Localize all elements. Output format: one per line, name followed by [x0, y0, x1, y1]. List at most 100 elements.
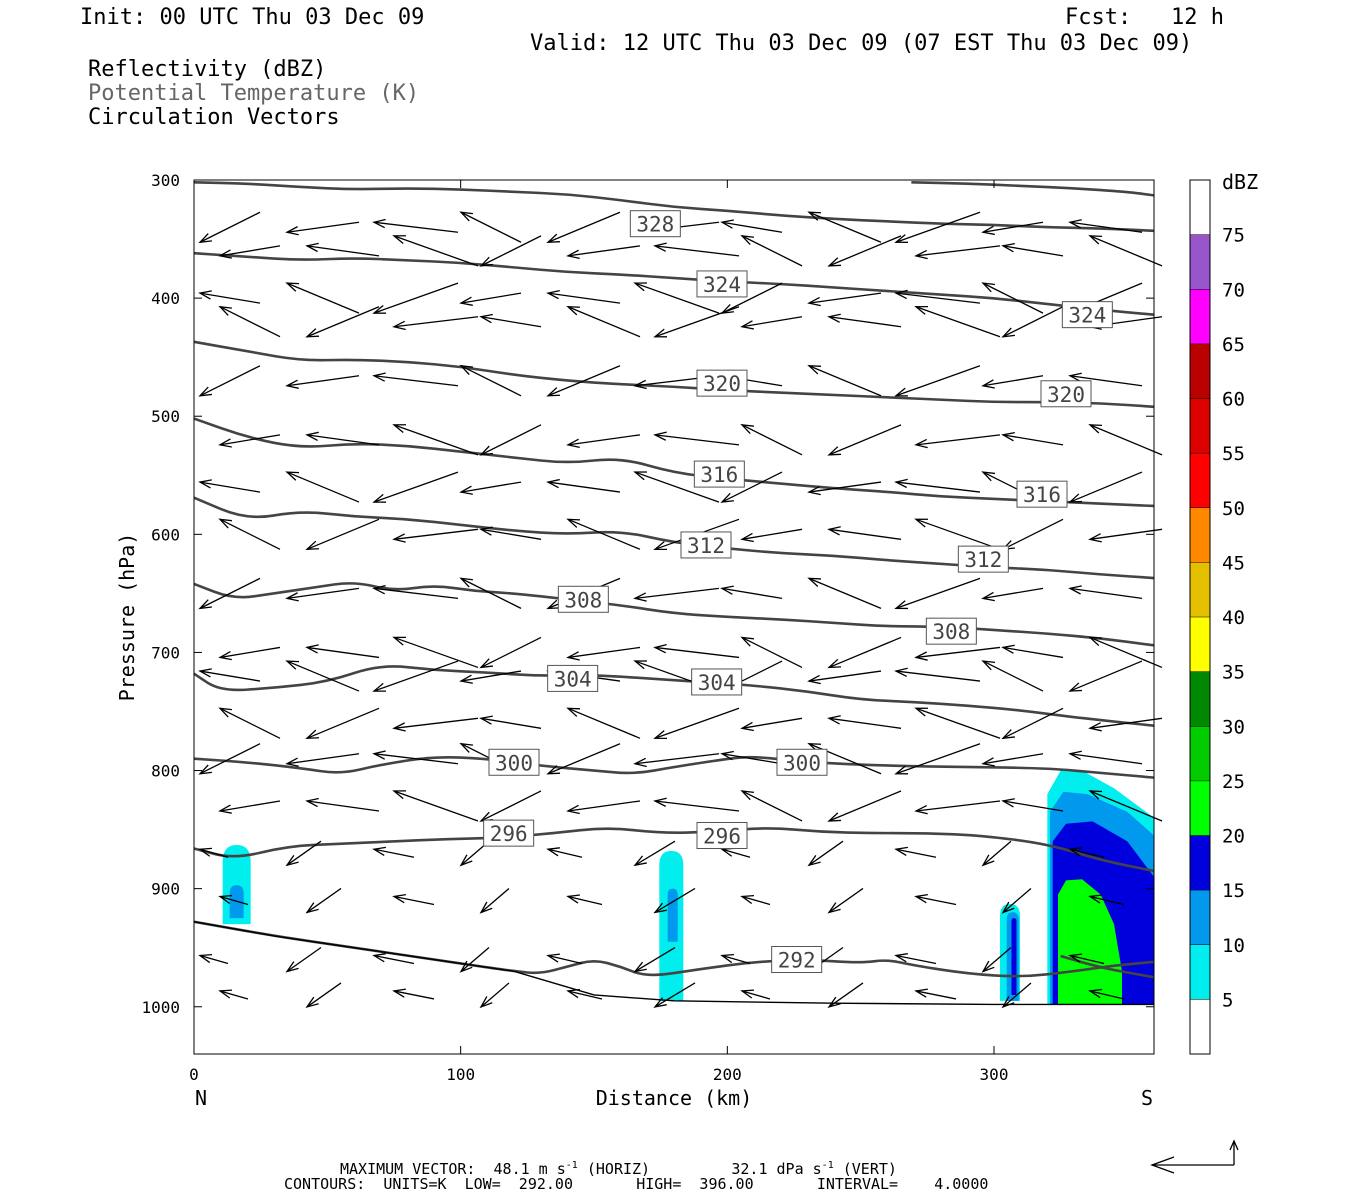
circulation-vector	[218, 646, 281, 661]
theta-contour	[193, 251, 1155, 316]
circulation-vector	[653, 644, 740, 659]
circulation-vector	[566, 306, 641, 338]
contour-label-box	[696, 822, 748, 849]
circulation-vector	[1068, 372, 1143, 387]
circulation-vector	[198, 365, 261, 397]
circulation-vector	[914, 646, 1001, 661]
circulation-vector	[653, 306, 740, 338]
circulation-vector	[459, 211, 522, 243]
circulation-vector	[633, 282, 720, 314]
circulation-vector	[198, 290, 261, 304]
colorbar-segment	[1190, 343, 1210, 399]
field-vectors: Circulation Vectors	[88, 105, 340, 130]
contour-label-box	[1016, 480, 1068, 508]
circulation-vector	[740, 894, 771, 906]
y-tick-label: 600	[151, 525, 180, 544]
circulation-vector	[198, 479, 261, 493]
colorbar-segment	[1190, 890, 1210, 945]
circulation-vector	[1001, 243, 1064, 257]
circulation-vector	[305, 797, 380, 812]
circulation-vector	[740, 989, 771, 1000]
circulation-vector	[1088, 790, 1163, 822]
circulation-vector	[566, 518, 641, 550]
colorbar-label: 75	[1222, 225, 1245, 247]
circulation-vector	[285, 840, 322, 867]
contour-labels: 328 324 324 320 320 316 316 312 312 308 308 304 304 3…	[483, 210, 1113, 974]
y-tick-label: 700	[151, 643, 180, 662]
circulation-vector	[566, 245, 641, 260]
circulation-vector	[981, 947, 1012, 973]
circulation-vector	[740, 528, 803, 543]
circulation-vector	[459, 577, 522, 609]
contour-label: 300	[495, 751, 533, 775]
circulation-vector	[981, 753, 1044, 767]
reflectivity-layer	[222, 770, 1154, 1005]
colorbar-label: 25	[1222, 771, 1245, 793]
circulation-vector	[479, 424, 542, 456]
circulation-vector	[981, 221, 1044, 236]
y-tick-label: 900	[151, 880, 180, 899]
contour-label-box	[957, 545, 1009, 573]
contour-label-box	[696, 369, 748, 397]
colorbar-label: 20	[1222, 826, 1245, 848]
contour-label: 300	[783, 751, 821, 775]
y-tick-label: 800	[151, 762, 180, 781]
x-end-south: S	[1141, 1086, 1153, 1110]
circulation-vector	[198, 668, 261, 682]
circulation-vector	[653, 982, 696, 1008]
theta-contour	[193, 417, 1155, 508]
circulation-vector	[633, 946, 676, 973]
contour-label-box	[680, 531, 732, 559]
circulation-vector	[1088, 424, 1163, 456]
circulation-vector	[372, 282, 459, 314]
circulation-vector	[372, 471, 459, 503]
colorbar-label: 10	[1222, 935, 1245, 957]
colorbar-label: 5	[1222, 989, 1233, 1011]
circulation-vector	[914, 434, 1001, 449]
theta-contour	[193, 582, 1155, 647]
max-vert: 32.1 dPa s	[731, 1160, 822, 1178]
contour-label-box	[776, 748, 828, 776]
circulation-vector	[914, 305, 1001, 338]
contour-label: 320	[703, 372, 741, 396]
contour-label: 312	[964, 548, 1002, 572]
contour-label: 296	[490, 822, 528, 846]
theta-contour	[1060, 954, 1155, 979]
circulation-vector	[894, 478, 981, 493]
circulation-vector	[827, 636, 902, 669]
contour-label-box	[1061, 301, 1113, 329]
colorbar-segment	[1190, 289, 1210, 344]
init-time: Init: 00 UTC Thu 03 Dec 09	[80, 5, 425, 30]
circulation-vector	[740, 423, 803, 456]
colorbar-segment	[1190, 835, 1210, 891]
circulation-vector	[1068, 660, 1143, 692]
footer-contours: CONTOURS: UNITS=K LOW= 292.00 HIGH= 396.…	[284, 1175, 989, 1193]
circulation-vector	[546, 289, 621, 304]
colorbar-label: 35	[1222, 662, 1245, 684]
theta-contour	[193, 755, 1155, 779]
circulation-vector	[1001, 798, 1064, 812]
colorbar-label: 45	[1222, 552, 1245, 574]
axes: 300 400 500 600 700 800 900 1000 0 100 200 300	[141, 171, 1154, 1084]
circulation-vector	[546, 365, 621, 397]
circulation-vector	[479, 887, 510, 914]
colorbar-label: 60	[1222, 389, 1245, 411]
circulation-vector	[285, 660, 360, 692]
circulation-vector	[653, 887, 696, 914]
circulation-vector	[981, 840, 1012, 867]
circulation-vector	[305, 306, 380, 338]
circulation-vector	[720, 750, 783, 765]
circulation-vector	[479, 636, 542, 669]
circulation-vector	[807, 577, 882, 609]
circulation-vector	[459, 364, 522, 397]
circulation-vector	[218, 989, 249, 1000]
circulation-vector	[479, 526, 542, 540]
circulation-vector	[218, 707, 281, 739]
colorbar-segment	[1190, 780, 1210, 836]
circulation-vector	[894, 211, 981, 243]
colorbar-segment	[1190, 671, 1210, 727]
circulation-vector	[981, 282, 1044, 314]
circulation-vector	[914, 518, 1001, 550]
circulation-vector	[653, 431, 740, 446]
circulation-vector	[1068, 219, 1143, 233]
